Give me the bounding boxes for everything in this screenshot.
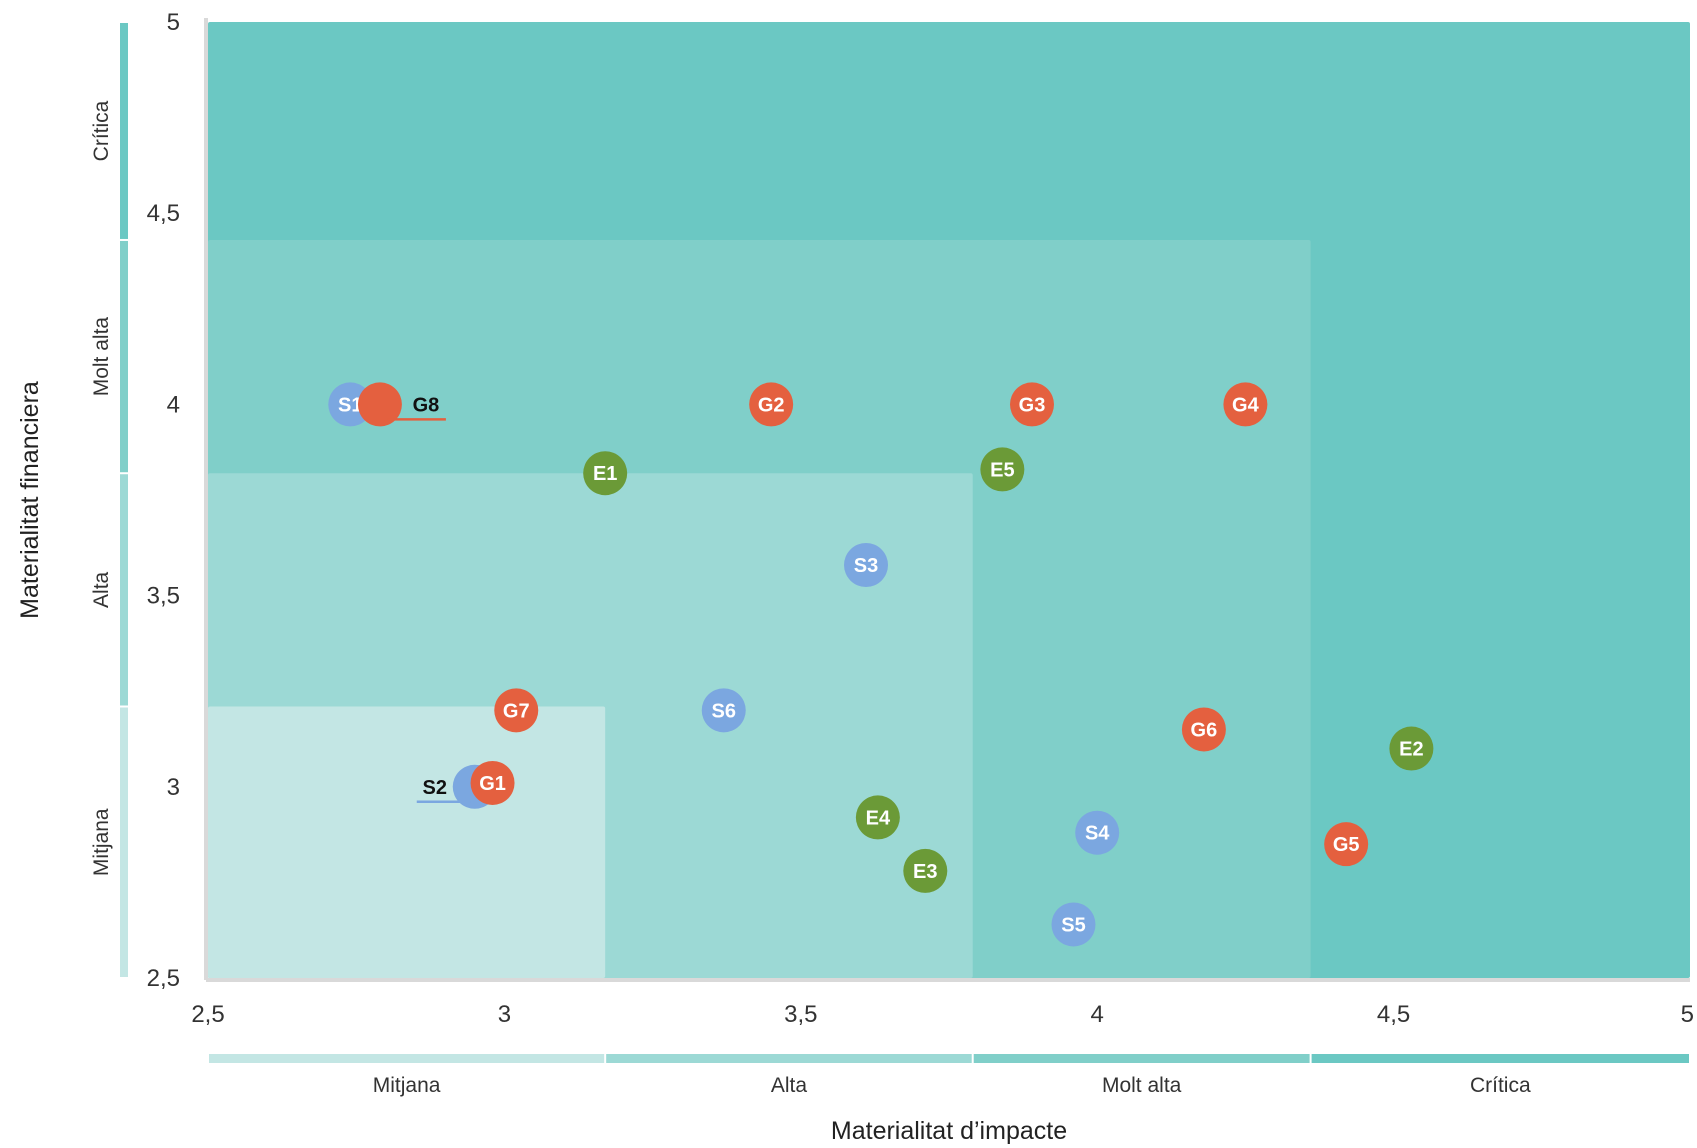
x-band-label: Mitjana bbox=[373, 1074, 441, 1097]
x-tick-label: 4,5 bbox=[1377, 1001, 1410, 1028]
tick-labels: 2,5 3 3,5 4 4,5 5 2,5 3 3,5 4 4,5 5 bbox=[147, 9, 1694, 1028]
point-e3: E3 bbox=[903, 848, 948, 893]
point-label: E2 bbox=[1399, 739, 1423, 761]
point-label: G4 bbox=[1232, 394, 1260, 416]
point-s4: S4 bbox=[1075, 810, 1120, 855]
y-band-label: Mitjana bbox=[90, 808, 113, 876]
point-marker bbox=[903, 848, 948, 893]
y-tick-label: 2,5 bbox=[147, 965, 180, 992]
point-marker bbox=[1324, 822, 1369, 867]
point-label: S5 bbox=[1061, 914, 1085, 936]
y-band-label: Alta bbox=[90, 571, 113, 608]
point-marker bbox=[494, 688, 539, 733]
point-g5: G5 bbox=[1324, 822, 1369, 867]
y-tick-label: 4,5 bbox=[147, 200, 180, 227]
point-marker bbox=[701, 688, 746, 733]
point-e5: E5 bbox=[980, 447, 1025, 492]
point-label: S6 bbox=[712, 700, 736, 722]
data-points: S1 G8 G2 G3 G4 E1 E5 S3 G7 S6 G6 E2 S2 G1 E4 S4 G5 E3 S5 bbox=[328, 382, 1434, 947]
point-label: G1 bbox=[479, 773, 506, 795]
point-label: G2 bbox=[758, 394, 785, 416]
y-tick-label: 3,5 bbox=[147, 583, 180, 610]
x-band-bar bbox=[606, 1054, 972, 1063]
point-marker bbox=[749, 382, 794, 427]
point-label: G7 bbox=[503, 700, 530, 722]
point-label: G5 bbox=[1333, 834, 1360, 856]
point-label: S3 bbox=[854, 555, 878, 577]
y-tick-label: 5 bbox=[167, 9, 180, 36]
point-g2: G2 bbox=[749, 382, 794, 427]
chart-axes bbox=[204, 18, 1690, 982]
point-label: E3 bbox=[913, 861, 937, 883]
point-label: S2 bbox=[423, 777, 447, 799]
y-axis-title: Materialitat financiera bbox=[16, 381, 44, 619]
point-s6: S6 bbox=[701, 688, 746, 733]
point-label: S4 bbox=[1085, 823, 1110, 845]
y-band-label: Crítica bbox=[90, 100, 113, 161]
y-band-bar bbox=[120, 474, 128, 706]
point-marker bbox=[1051, 902, 1096, 947]
materiality-zones bbox=[208, 22, 1690, 978]
point-label: G8 bbox=[413, 394, 440, 416]
point-marker bbox=[980, 447, 1025, 492]
x-band-label: Crítica bbox=[1470, 1074, 1531, 1097]
point-label: E4 bbox=[866, 807, 891, 829]
x-band-label: Molt alta bbox=[1102, 1074, 1182, 1097]
point-g7: G7 bbox=[494, 688, 539, 733]
point-label: S1 bbox=[338, 394, 362, 416]
point-g1: G1 bbox=[470, 760, 515, 805]
y-band-bar bbox=[120, 23, 128, 239]
point-g6: G6 bbox=[1181, 707, 1226, 752]
x-band-bar bbox=[209, 1054, 605, 1063]
y-band-bar bbox=[120, 707, 128, 977]
point-e2: E2 bbox=[1389, 726, 1434, 771]
point-g4: G4 bbox=[1223, 382, 1268, 427]
point-marker bbox=[855, 795, 900, 840]
point-label: G3 bbox=[1019, 394, 1046, 416]
x-axis-title: Materialitat d’impacte bbox=[831, 1117, 1067, 1145]
point-marker bbox=[583, 451, 628, 496]
point-label: E5 bbox=[990, 459, 1014, 481]
point-s3: S3 bbox=[844, 543, 889, 588]
x-band-bar bbox=[1311, 1054, 1689, 1063]
point-g3: G3 bbox=[1009, 382, 1054, 427]
point-label: G6 bbox=[1191, 719, 1218, 741]
point-marker bbox=[1181, 707, 1226, 752]
point-e1: E1 bbox=[583, 451, 628, 496]
x-tick-label: 3 bbox=[498, 1001, 511, 1028]
y-band-indicators: Mitjana Alta Molt alta Crítica bbox=[90, 23, 128, 977]
x-band-label: Alta bbox=[771, 1074, 808, 1097]
x-band-bar bbox=[973, 1054, 1310, 1063]
point-g8: G8 bbox=[357, 382, 446, 427]
x-tick-label: 4 bbox=[1091, 1001, 1104, 1028]
point-marker bbox=[357, 382, 402, 427]
point-marker bbox=[470, 760, 515, 805]
y-tick-label: 3 bbox=[167, 774, 180, 801]
point-marker bbox=[1223, 382, 1268, 427]
point-marker bbox=[1075, 810, 1120, 855]
point-label: E1 bbox=[593, 463, 617, 485]
y-tick-label: 4 bbox=[167, 391, 180, 418]
x-tick-label: 5 bbox=[1681, 1001, 1694, 1028]
point-marker bbox=[844, 543, 889, 588]
point-marker bbox=[1009, 382, 1054, 427]
point-e4: E4 bbox=[855, 795, 900, 840]
x-tick-label: 3,5 bbox=[784, 1001, 817, 1028]
x-band-indicators: Mitjana Alta Molt alta Crítica bbox=[209, 1054, 1689, 1097]
point-s5: S5 bbox=[1051, 902, 1096, 947]
y-band-bar bbox=[120, 240, 128, 473]
x-tick-label: 2,5 bbox=[191, 1001, 224, 1028]
point-marker bbox=[1389, 726, 1434, 771]
y-band-label: Molt alta bbox=[90, 317, 113, 397]
zone-mitjana bbox=[208, 706, 606, 978]
